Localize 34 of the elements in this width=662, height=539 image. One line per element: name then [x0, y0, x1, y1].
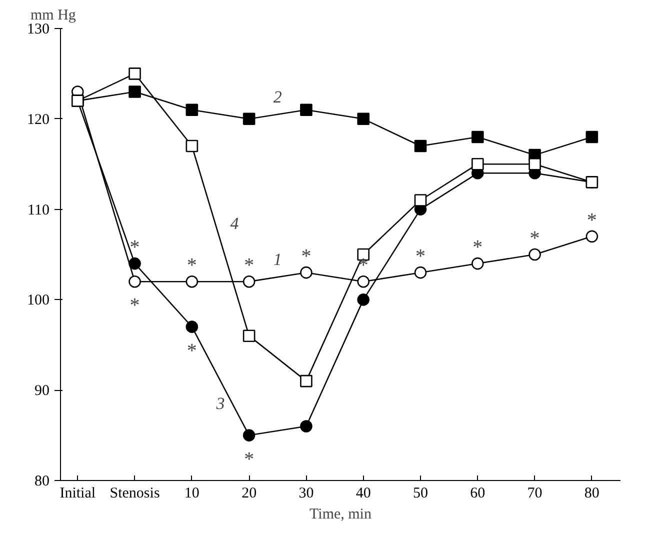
annotation: *: [130, 294, 140, 317]
x-tick-label: 10: [184, 486, 200, 502]
annotation: *: [244, 448, 254, 470]
y-tick-label: 120: [27, 112, 50, 128]
x-tick-label: Stenosis: [110, 486, 160, 502]
series-label: 4: [230, 214, 240, 233]
x-tick-label: 50: [413, 486, 428, 502]
y-tick-label: 130: [27, 22, 50, 38]
x-tick-label: 80: [584, 486, 600, 502]
annotation: *: [472, 236, 483, 259]
x-tick-label: 30: [298, 486, 314, 502]
y-tick-label: 100: [27, 292, 50, 309]
annotation: *: [416, 246, 426, 268]
x-tick-label: 60: [470, 486, 486, 502]
annotation: *: [186, 254, 197, 277]
x-axis-title: Time, min: [310, 506, 372, 522]
annotation: *: [358, 254, 368, 277]
series-label: 3: [215, 394, 225, 414]
x-tick-label: 20: [242, 486, 257, 502]
annotation: *: [301, 246, 312, 268]
y-tick-label: 110: [28, 202, 50, 218]
annotation: *: [530, 228, 540, 250]
series-label: 2: [273, 87, 282, 106]
series-label: 1: [273, 250, 282, 270]
annotation: *: [130, 236, 140, 259]
x-tick-label: 40: [356, 486, 371, 502]
y-tick-label: 90: [34, 383, 50, 400]
y-axis-title: mm Hg: [30, 8, 76, 24]
annotation: *: [186, 340, 197, 362]
y-tick-label: 80: [34, 474, 50, 490]
annotation: *: [244, 254, 254, 277]
x-tick-label: Initial: [60, 486, 96, 502]
x-tick-label: 70: [527, 486, 542, 502]
annotation: *: [586, 209, 597, 232]
